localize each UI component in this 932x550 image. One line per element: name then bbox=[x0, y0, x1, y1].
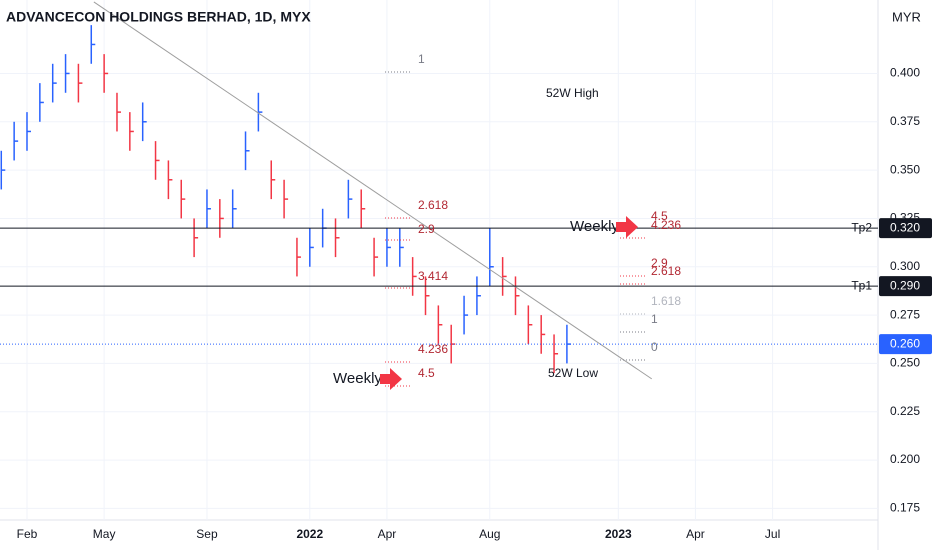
annotation: 52W High bbox=[546, 86, 599, 100]
price-tag bbox=[879, 276, 932, 297]
plot bbox=[0, 25, 571, 374]
price-line-name: Tp2 bbox=[851, 220, 872, 234]
price-tag-label: 0.290 bbox=[890, 278, 920, 292]
y-tick-label: 0.175 bbox=[890, 501, 920, 515]
annotation: 4.236 bbox=[651, 218, 681, 232]
y-tick-label: 0.375 bbox=[890, 114, 920, 128]
annotation: 1 bbox=[418, 52, 425, 66]
weekly-label: Weekly bbox=[333, 370, 382, 387]
annotation: 0 bbox=[651, 340, 658, 354]
y-axis-label: MYR bbox=[892, 9, 921, 24]
weekly-label: Weekly bbox=[570, 218, 619, 235]
arrow bbox=[380, 368, 402, 390]
annotation: 4.5 bbox=[651, 209, 668, 223]
annotation: 4.236 bbox=[418, 342, 448, 356]
y-tick-label: 0.325 bbox=[890, 211, 920, 225]
annotation: 2.618 bbox=[418, 198, 448, 212]
trendline bbox=[93, 1, 653, 380]
x-tick-label: May bbox=[93, 527, 116, 541]
chart-title: ADVANCECON HOLDINGS BERHAD, 1D, MYX bbox=[6, 9, 311, 25]
arrow bbox=[616, 216, 638, 238]
y-tick-label: 0.350 bbox=[890, 162, 920, 176]
x-tick-label: 2023 bbox=[605, 527, 632, 541]
y-tick-label: 0.275 bbox=[890, 307, 920, 321]
x-tick-label: Feb bbox=[17, 527, 38, 541]
annotation: 1.618 bbox=[651, 294, 681, 308]
price-tag bbox=[879, 218, 932, 239]
price-tag-label: 0.320 bbox=[890, 220, 920, 234]
x-tick-label: Apr bbox=[686, 527, 705, 541]
annotation: 2.9 bbox=[418, 222, 435, 236]
x-tick-label: Apr bbox=[378, 527, 397, 541]
x-tick-label: Sep bbox=[196, 527, 218, 541]
last-price-tag-label: 0.260 bbox=[890, 336, 920, 350]
annotation: 2.9 bbox=[651, 256, 668, 270]
y-tick-label: 0.300 bbox=[890, 259, 920, 273]
annotation: 2.618 bbox=[651, 264, 681, 278]
annotation: 1 bbox=[651, 312, 658, 326]
x-tick-label: Aug bbox=[479, 527, 500, 541]
price-line-name: Tp1 bbox=[851, 278, 872, 292]
annotation: 3.414 bbox=[418, 269, 448, 283]
annotation: 4.5 bbox=[418, 366, 435, 380]
annotation: 52W Low bbox=[548, 366, 598, 380]
y-tick-label: 0.225 bbox=[890, 404, 920, 418]
x-tick-label: Jul bbox=[765, 527, 780, 541]
y-tick-label: 0.250 bbox=[890, 356, 920, 370]
y-tick-label: 0.200 bbox=[890, 452, 920, 466]
x-tick-label: 2022 bbox=[296, 527, 323, 541]
y-tick-label: 0.400 bbox=[890, 66, 920, 80]
last-price-tag bbox=[879, 334, 932, 355]
